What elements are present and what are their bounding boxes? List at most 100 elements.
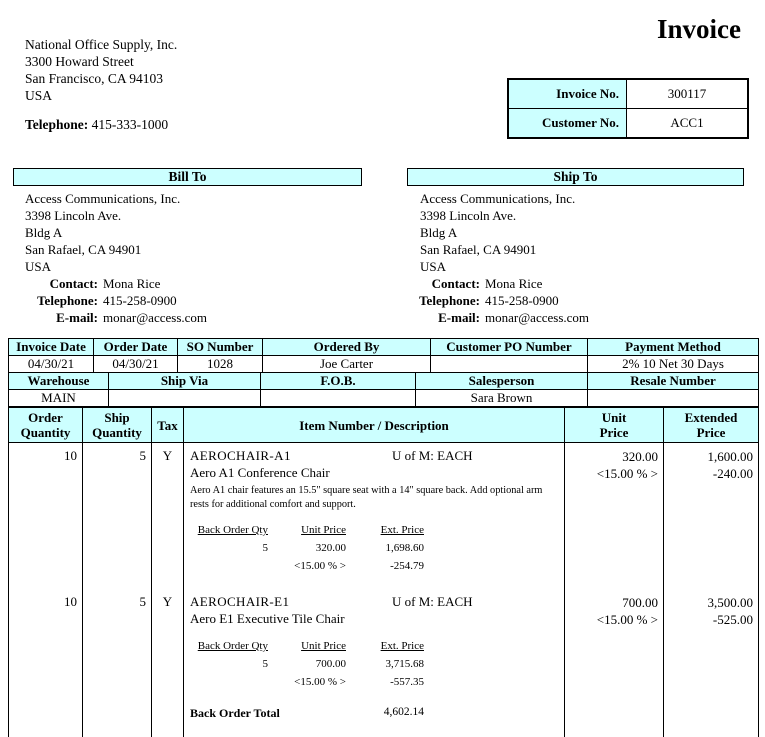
item1-order-qty: 10 bbox=[9, 443, 83, 589]
customer-po-value bbox=[431, 356, 588, 373]
item2-backorder-spacer bbox=[190, 673, 268, 691]
extended-price-header: Extended Price bbox=[664, 408, 758, 443]
backorder-ext-price-header-2: Ext. Price bbox=[380, 640, 424, 652]
tax-header-label: Tax bbox=[157, 417, 178, 433]
line-items-body: 10 5 Y AEROCHAIR-A1 U of M: EACH Aero A1… bbox=[9, 443, 758, 737]
item2-backorder-unit-price: 700.00 bbox=[315, 658, 346, 670]
item2-backorder-discount-ext: -557.35 bbox=[390, 676, 424, 688]
backorder-qty-header-2: Back Order Qty bbox=[197, 640, 268, 652]
ship-to-phone: 415-258-0900 bbox=[485, 293, 559, 308]
seller-city: San Francisco, CA 94103 bbox=[25, 71, 163, 86]
backorder-total-label: Back Order Total bbox=[190, 706, 280, 720]
ship-qty-header: Ship Quantity bbox=[83, 408, 152, 443]
unit-price-header-line1: Unit bbox=[601, 410, 627, 425]
item1-long-description: Aero A1 chair features an 15.5" square s… bbox=[190, 485, 543, 510]
bill-to-block: Access Communications, Inc. 3398 Lincoln… bbox=[25, 190, 207, 326]
seller-name: National Office Supply, Inc. bbox=[25, 37, 178, 52]
order-info-header-row-2: Warehouse Ship Via F.O.B. Salesperson Re… bbox=[9, 373, 758, 390]
item1-unit-price-cell: 320.00 <15.00 % > bbox=[565, 443, 664, 589]
item2-order-qty: 10 bbox=[9, 589, 83, 737]
backorder-total-row: Back Order Total 4,602.14 bbox=[190, 706, 564, 721]
fob-value bbox=[261, 390, 416, 406]
item1-backorder-discount-ext: -254.79 bbox=[390, 560, 424, 572]
item1-uom: U of M: EACH bbox=[392, 448, 473, 463]
bill-to-phone-label: Telephone: bbox=[37, 293, 98, 308]
ship-to-email-label: E-mail: bbox=[438, 310, 480, 325]
item1-unit-discount: <15.00 % > bbox=[596, 466, 658, 481]
item1-tax: Y bbox=[152, 443, 184, 589]
item2-uom: U of M: EACH bbox=[392, 594, 473, 609]
ship-to-contact-line: Contact: Mona Rice bbox=[420, 275, 589, 292]
ship-via-header: Ship Via bbox=[109, 373, 261, 390]
ship-via-value bbox=[109, 390, 261, 406]
unit-price-header-line2: Price bbox=[599, 425, 629, 440]
resale-number-value bbox=[588, 390, 758, 406]
item2-tax: Y bbox=[152, 589, 184, 737]
unit-price-header: Unit Price bbox=[565, 408, 664, 443]
order-qty-header-line2: Quantity bbox=[20, 425, 71, 440]
seller-country: USA bbox=[25, 88, 53, 103]
item2-name: Aero E1 Executive Tile Chair bbox=[190, 611, 345, 626]
customer-po-header: Customer PO Number bbox=[431, 339, 588, 356]
item2-unit-price-cell: 700.00 <15.00 % > bbox=[565, 589, 664, 737]
item2-ext-price: 3,500.00 bbox=[707, 595, 754, 610]
ordered-by-value: Joe Carter bbox=[263, 356, 431, 373]
bill-to-bldg: Bldg A bbox=[25, 225, 63, 240]
bill-to-phone: 415-258-0900 bbox=[103, 293, 177, 308]
item1-description-cell: AEROCHAIR-A1 U of M: EACH Aero A1 Confer… bbox=[184, 443, 565, 589]
order-info-value-row-2: MAIN Sara Brown bbox=[9, 390, 758, 406]
item1-ship-qty: 5 bbox=[83, 443, 152, 589]
bill-to-name: Access Communications, Inc. bbox=[25, 191, 181, 206]
item-description-header: Item Number / Description bbox=[184, 408, 565, 443]
backorder-ext-price-header: Ext. Price bbox=[380, 524, 424, 536]
item2-extended-price-cell: 3,500.00 -525.00 bbox=[664, 589, 758, 737]
item2-backorder-table: Back Order Qty Unit Price Ext. Price 5 7… bbox=[190, 637, 564, 691]
backorder-total-value: 4,602.14 bbox=[383, 706, 424, 718]
fob-header: F.O.B. bbox=[261, 373, 416, 390]
ordered-by-header: Ordered By bbox=[263, 339, 431, 356]
order-date-header: Order Date bbox=[94, 339, 178, 356]
item1-ext-price: 1,600.00 bbox=[707, 449, 754, 464]
salesperson-value: Sara Brown bbox=[416, 390, 588, 406]
item2-ship-qty: 5 bbox=[83, 589, 152, 737]
bill-to-contact: Mona Rice bbox=[103, 276, 161, 291]
ship-to-country: USA bbox=[420, 259, 447, 274]
bill-to-header: Bill To bbox=[13, 168, 362, 186]
so-number-header: SO Number bbox=[178, 339, 263, 356]
item1-number-line: AEROCHAIR-A1 U of M: EACH bbox=[190, 448, 564, 464]
bill-to-contact-label: Contact: bbox=[49, 276, 98, 291]
seller-street: 3300 Howard Street bbox=[25, 54, 134, 69]
ship-to-email: monar@access.com bbox=[485, 310, 590, 325]
salesperson-header: Salesperson bbox=[416, 373, 588, 390]
resale-number-header: Resale Number bbox=[588, 373, 758, 390]
order-info-value-row-1: 04/30/21 04/30/21 1028 Joe Carter 2% 10 … bbox=[9, 356, 758, 373]
backorder-unit-price-header: Unit Price bbox=[301, 524, 346, 536]
item1-backorder-ext-price: 1,698.60 bbox=[385, 542, 425, 554]
item2-number-line: AEROCHAIR-E1 U of M: EACH bbox=[190, 594, 564, 610]
item1-backorder-unit-price: 320.00 bbox=[315, 542, 346, 554]
invoice-date-value: 04/30/21 bbox=[9, 356, 94, 373]
item-description-header-label: Item Number / Description bbox=[299, 417, 449, 433]
item2-unit-price: 700.00 bbox=[622, 595, 658, 610]
bill-to-contact-line: Contact: Mona Rice bbox=[25, 275, 207, 292]
ship-to-phone-label: Telephone: bbox=[419, 293, 480, 308]
bill-to-email-line: E-mail: monar@access.com bbox=[25, 309, 207, 326]
item2-description-cell: AEROCHAIR-E1 U of M: EACH Aero E1 Execut… bbox=[184, 589, 565, 737]
item1-backorder-discount: <15.00 % > bbox=[294, 560, 346, 572]
backorder-unit-price-header-2: Unit Price bbox=[301, 640, 346, 652]
item1-backorder-table: Back Order Qty Unit Price Ext. Price 5 3… bbox=[190, 521, 564, 575]
ship-to-street: 3398 Lincoln Ave. bbox=[420, 208, 517, 223]
invoice-no-label: Invoice No. bbox=[509, 80, 627, 108]
item2-backorder-ext-price: 3,715.68 bbox=[385, 658, 425, 670]
ship-to-email-line: E-mail: monar@access.com bbox=[420, 309, 589, 326]
bill-to-email-label: E-mail: bbox=[56, 310, 98, 325]
warehouse-value: MAIN bbox=[9, 390, 109, 406]
payment-method-header: Payment Method bbox=[588, 339, 758, 356]
item1-number: AEROCHAIR-A1 bbox=[190, 448, 291, 463]
order-info-table: Invoice Date Order Date SO Number Ordere… bbox=[8, 338, 759, 407]
ship-qty-header-line2: Quantity bbox=[92, 425, 142, 440]
ship-to-name: Access Communications, Inc. bbox=[420, 191, 576, 206]
ship-to-bldg: Bldg A bbox=[420, 225, 458, 240]
item2-backorder-qty: 5 bbox=[262, 658, 269, 670]
